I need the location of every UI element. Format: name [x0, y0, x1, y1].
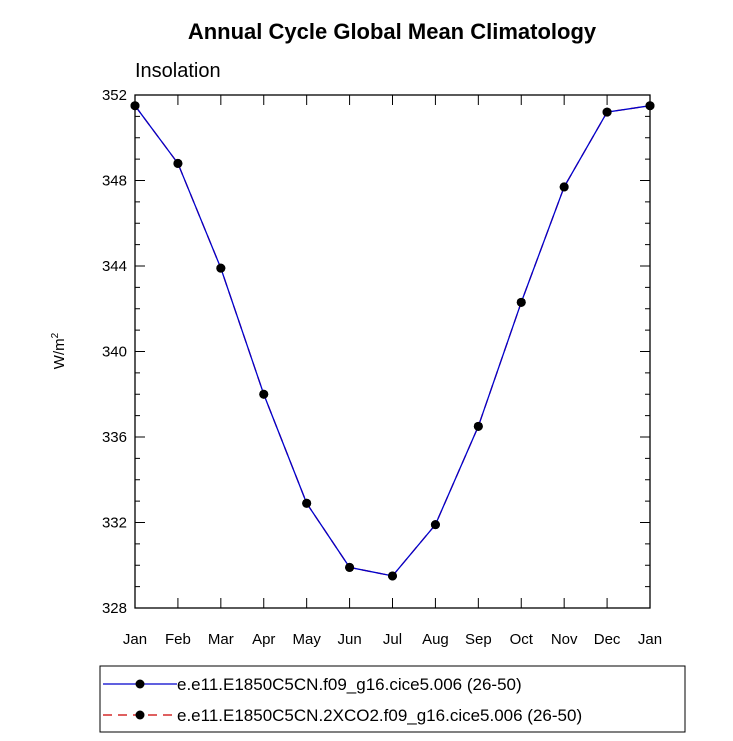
x-tick-label: Dec — [594, 631, 621, 648]
x-tick-label: Oct — [510, 631, 534, 648]
x-tick-label: Jul — [383, 631, 402, 648]
series-lines-front — [134, 105, 651, 577]
data-point-s2-8 — [430, 520, 440, 530]
data-point-s2-4 — [259, 389, 269, 399]
x-tick-label: Feb — [165, 631, 191, 648]
x-tick-label: Mar — [208, 631, 234, 648]
x-tick-label: Jun — [337, 631, 361, 648]
y-tick-label: 352 — [102, 87, 127, 104]
series-lines-back — [134, 105, 651, 577]
x-tick-label: Jan — [123, 631, 147, 648]
y-axis-label-superscript: 2 — [50, 332, 61, 338]
data-point-s2-6 — [345, 562, 355, 572]
x-tick-label: Nov — [551, 631, 578, 648]
legend: e.e11.E1850C5CN.f09_g16.cice5.006 (26-50… — [99, 665, 686, 733]
data-point-s2-7 — [388, 571, 397, 581]
data-point-s2-12 — [602, 107, 612, 117]
legend-label-series-1: e.e11.E1850C5CN.f09_g16.cice5.006 (26-50… — [177, 675, 522, 694]
data-point-s2-9 — [473, 421, 483, 431]
data-point-s2-5 — [302, 498, 312, 508]
y-tick-label: 340 — [102, 344, 127, 361]
chart-subtitle: Insolation — [135, 60, 221, 82]
y-axis-label-unit: W/m — [51, 338, 68, 369]
x-tick-label: Aug — [422, 631, 449, 648]
axis-ticks — [134, 94, 651, 609]
y-tick-label: 332 — [102, 515, 127, 532]
y-tick-label: 344 — [102, 258, 127, 275]
series-line-1 — [134, 105, 651, 577]
series-line-2 — [134, 105, 651, 577]
legend-label-series-2: e.e11.E1850C5CN.2XCO2.f09_g16.cice5.006 … — [177, 706, 582, 725]
legend-box — [99, 665, 686, 733]
x-tick-label: Apr — [252, 631, 275, 648]
x-tick-label: Jan — [638, 631, 662, 648]
y-tick-label: 336 — [102, 429, 127, 446]
data-point-s2-2 — [173, 158, 183, 168]
x-tick-label: Sep — [465, 631, 492, 648]
y-tick-label: 348 — [102, 173, 127, 190]
x-tick-labels: Jan Feb Mar Apr May Jun Jul Aug Sep Oct Nov Dec Jan — [123, 631, 662, 648]
data-point-s2-11 — [559, 182, 569, 192]
y-axis-label: W/m2 — [50, 332, 68, 369]
legend-marker-series-2 — [135, 710, 145, 720]
y-tick-label: 328 — [102, 600, 127, 617]
data-point-s2-10 — [516, 297, 526, 307]
legend-marker-series-1 — [135, 679, 145, 689]
data-point-s2-3 — [216, 263, 226, 273]
data-markers — [130, 101, 655, 581]
x-tick-label: May — [292, 631, 321, 648]
chart-title: Annual Cycle Global Mean Climatology — [188, 19, 597, 44]
y-tick-labels: 328 332 336 340 344 348 352 — [102, 87, 127, 617]
